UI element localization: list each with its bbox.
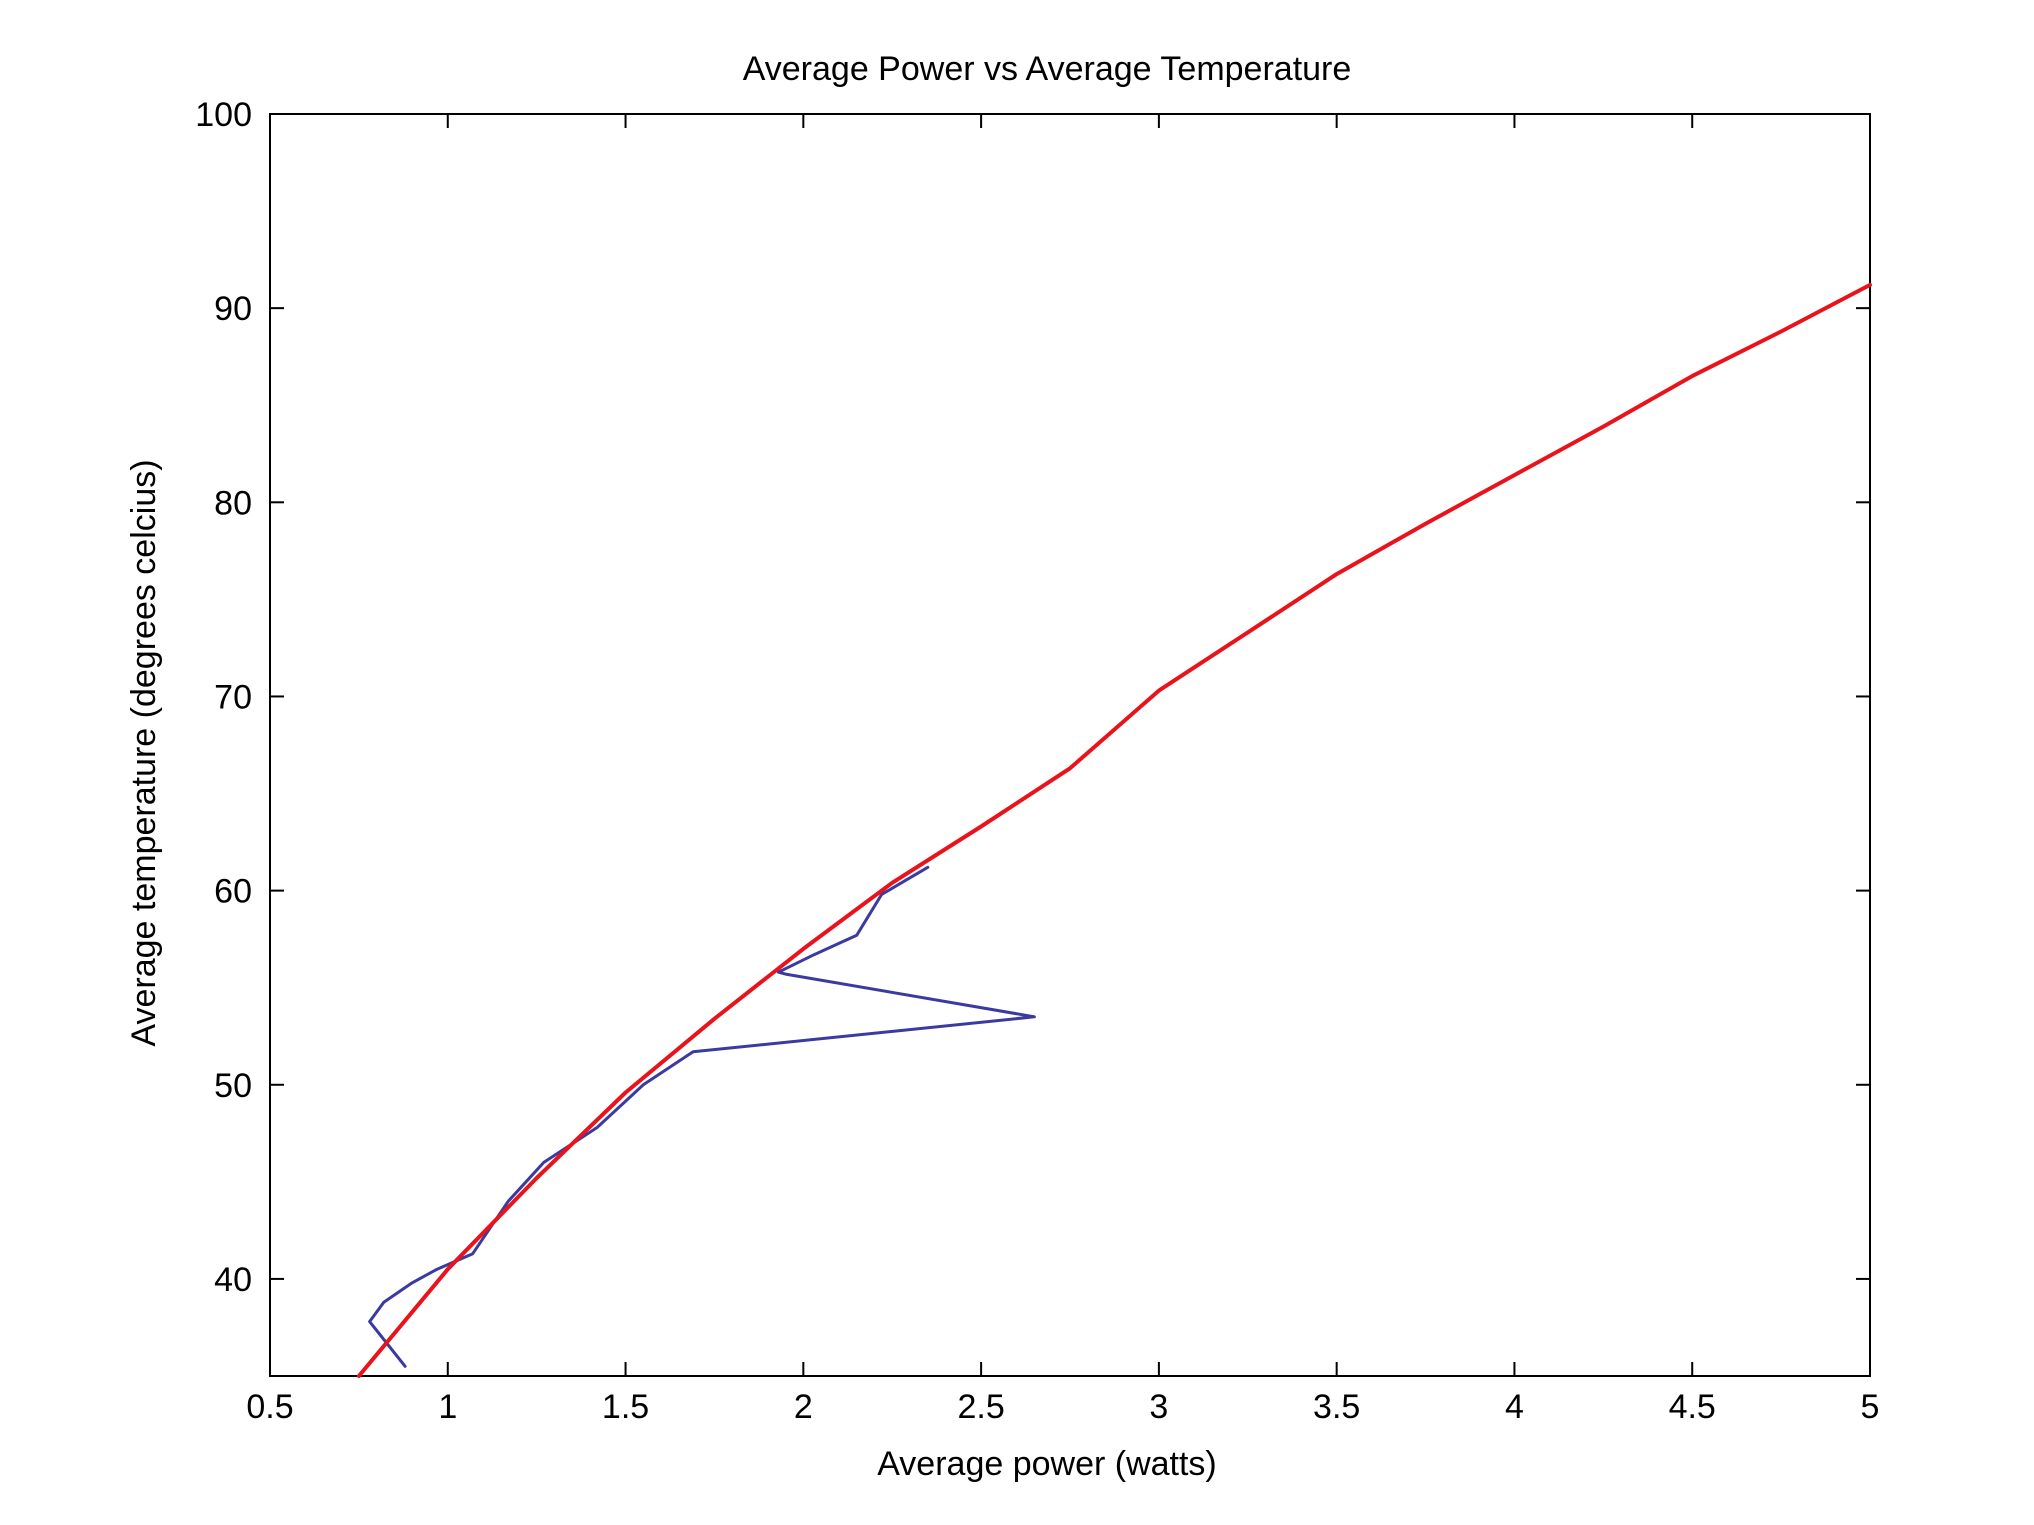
x-tick-label: 2.5	[957, 1388, 1004, 1426]
series-line-fit	[356, 282, 1872, 1378]
y-tick-label: 70	[214, 678, 252, 716]
y-tick-label: 40	[214, 1261, 252, 1299]
y-tick-label: 50	[214, 1067, 252, 1105]
x-tick-label: 4	[1505, 1388, 1524, 1426]
chart-title: Average Power vs Average Temperature	[743, 50, 1352, 88]
x-tick-label: 3	[1149, 1388, 1168, 1426]
x-tick-label: 2	[794, 1388, 813, 1426]
axes-frame	[269, 113, 1871, 1377]
x-tick-label: 1.5	[602, 1388, 649, 1426]
series-line-measured	[368, 865, 1036, 1368]
y-tick-label: 60	[214, 873, 252, 911]
y-axis-title: Average temperature (degrees celcius)	[125, 459, 163, 1046]
x-tick-label: 1	[438, 1388, 457, 1426]
x-tick-label: 3.5	[1313, 1388, 1360, 1426]
x-tick-label: 0.5	[246, 1388, 293, 1426]
y-tick-label: 90	[214, 290, 252, 328]
y-tick-label: 100	[195, 96, 252, 134]
x-axis-title: Average power (watts)	[877, 1445, 1217, 1483]
x-tick-label: 5	[1861, 1388, 1880, 1426]
plot-area: 0.5 1 1.5 2 2.5 3 3.5 4 4.5 5 40 50 60 70 80 90 100	[195, 96, 1879, 1426]
x-tick-label: 4.5	[1669, 1388, 1716, 1426]
y-tick-label: 80	[214, 484, 252, 522]
